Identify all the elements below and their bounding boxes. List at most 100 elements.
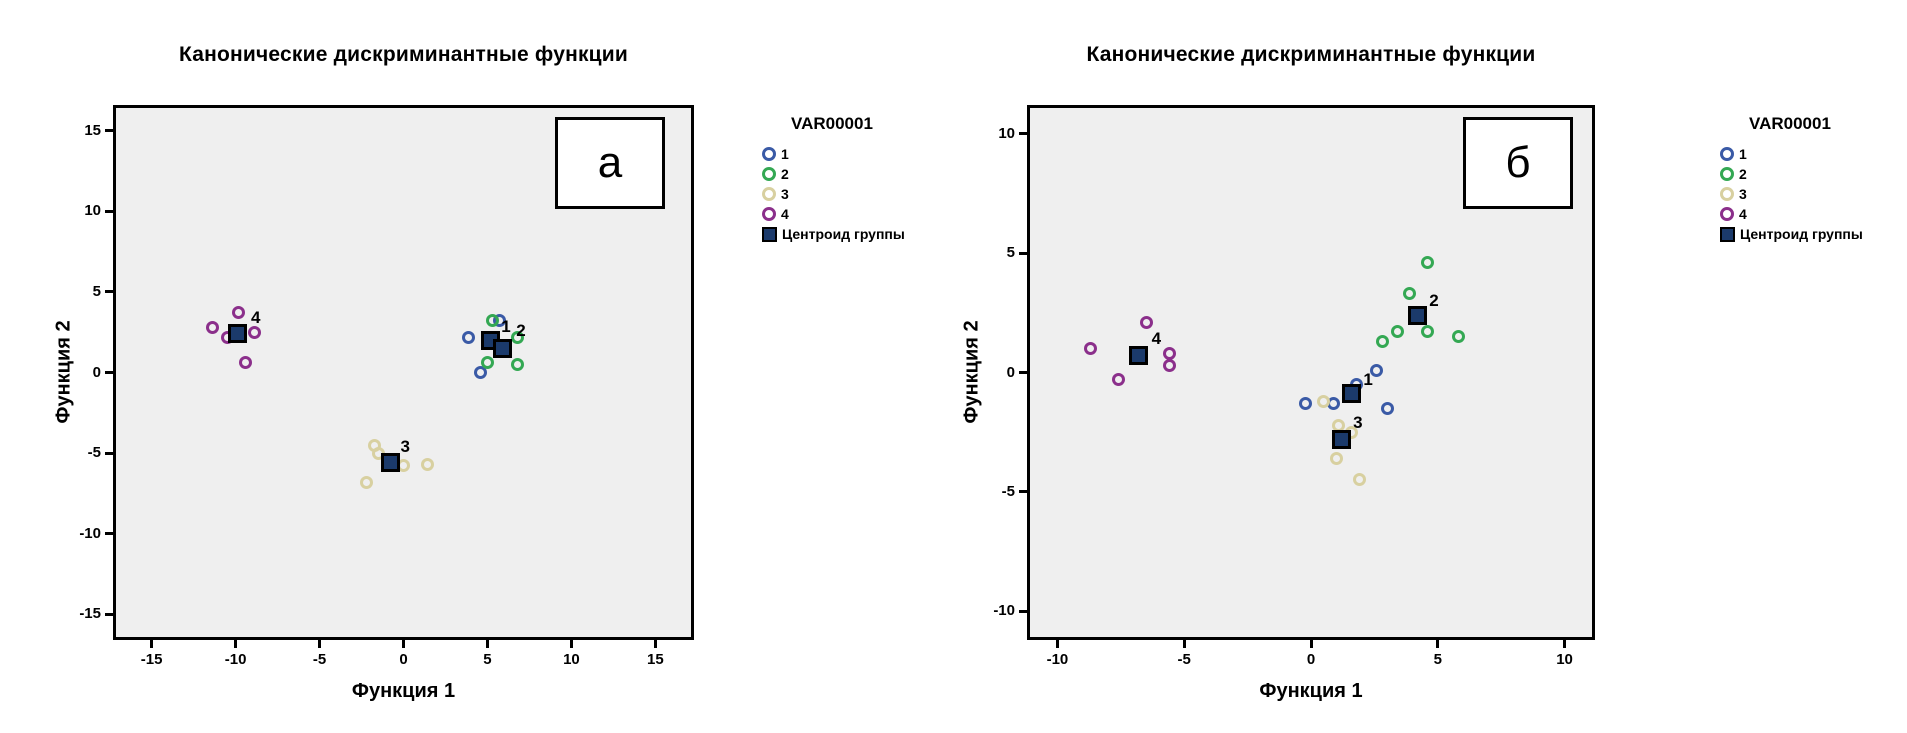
y-tick-mark: [1019, 490, 1027, 494]
legend-item: Центроид группы: [755, 224, 955, 244]
data-point-group-4: [1162, 358, 1176, 372]
3-group-marker-icon: [1720, 187, 1734, 201]
centroid-marker-3: [380, 453, 400, 473]
legend-item-label: 4: [781, 206, 789, 222]
data-point-group-2: [511, 330, 525, 344]
data-point-group-2: [511, 357, 525, 371]
y-tick-label: 5: [1006, 244, 1015, 262]
legend-item-label: 3: [781, 186, 789, 202]
centroid-label-2: 2: [516, 320, 526, 340]
data-point-group-3: [1317, 394, 1331, 408]
legend-item: 1: [755, 144, 955, 164]
3-group-marker-icon: [762, 187, 776, 201]
2-group-marker-icon: [1720, 167, 1734, 181]
x-tick-mark: [1055, 640, 1059, 648]
data-point-group-2: [1390, 325, 1404, 339]
panel-letter-box: б: [1463, 117, 1573, 209]
y-tick-mark: [1019, 371, 1027, 374]
legend-item: 2: [755, 164, 955, 184]
data-point-group-4: [1139, 315, 1153, 329]
chart-title: Канонические дискриминантные функции: [1086, 43, 1536, 67]
y-tick-label: -15: [79, 605, 101, 623]
panel-letter: а: [597, 138, 623, 187]
panel-letter-box: а: [555, 117, 665, 209]
x-tick-mark: [1563, 640, 1567, 648]
x-tick-label: -10: [224, 651, 247, 668]
y-axis-label: Функция 2: [960, 320, 983, 424]
y-axis-label: Функция 2: [52, 320, 75, 424]
data-point-group-2: [1421, 325, 1435, 339]
data-point-group-4: [247, 325, 261, 339]
centroid-marker-icon: [1720, 226, 1735, 242]
centroid-marker-2: [493, 338, 513, 358]
centroid-label-2: 2: [1429, 290, 1439, 310]
legend-item-label: 3: [1739, 186, 1747, 202]
data-point-group-2: [480, 356, 494, 370]
y-tick-mark: [105, 129, 113, 133]
x-tick-label: 10: [563, 651, 580, 668]
legend-item-label: 1: [781, 146, 789, 162]
data-point-group-2: [1375, 334, 1389, 348]
centroid-marker-3: [1331, 429, 1351, 449]
y-tick-label: 15: [84, 121, 101, 139]
x-tick-label: 10: [1556, 651, 1573, 668]
legend-item-label: Центроид группы: [1740, 226, 1863, 242]
y-tick-label: 0: [92, 363, 101, 381]
data-point-group-4: [232, 306, 246, 320]
y-tick-mark: [1019, 132, 1027, 136]
4-group-marker-icon: [762, 207, 776, 221]
data-point-group-1: [462, 330, 476, 344]
centroid-marker-4: [1129, 346, 1149, 366]
centroid-label-1: 1: [501, 317, 511, 337]
1-group-marker-icon: [762, 147, 776, 161]
x-tick-mark: [485, 640, 489, 648]
legend: VAR00001 1 2 3 4 Центроид группы: [755, 106, 955, 244]
centroid-label-3: 3: [400, 436, 410, 456]
y-tick-label: 10: [998, 124, 1015, 142]
x-tick-mark: [150, 640, 154, 648]
x-tick-label: -10: [1046, 651, 1069, 668]
x-axis-label: Функция 1: [1259, 680, 1363, 702]
centroid-label-3: 3: [1353, 412, 1363, 432]
y-tick-mark: [105, 612, 113, 616]
y-tick-label: 10: [84, 202, 101, 220]
legend-item: 3: [755, 184, 955, 204]
x-tick-label: -15: [140, 651, 163, 668]
legend-title: VAR00001: [791, 114, 873, 133]
4-group-marker-icon: [1720, 207, 1734, 221]
data-point-group-2: [1451, 330, 1465, 344]
data-point-group-4: [239, 356, 253, 370]
data-point-group-1: [1380, 401, 1394, 415]
y-tick-label: -10: [993, 602, 1015, 620]
x-tick-label: -5: [312, 651, 327, 668]
legend-items: 1 2 3 4 Центроид группы: [1713, 144, 1907, 244]
y-tick-label: 5: [92, 282, 101, 300]
data-point-group-4: [1083, 342, 1097, 356]
legend-item-label: 4: [1739, 206, 1747, 222]
y-tick-mark: [1019, 251, 1027, 255]
data-point-group-1: [474, 366, 488, 379]
y-tick-mark: [105, 532, 113, 536]
y-tick-mark: [105, 209, 113, 213]
legend-item-label: Центроид группы: [782, 226, 905, 242]
y-tick-mark: [105, 371, 113, 374]
x-tick-mark: [1436, 640, 1440, 648]
legend-item-label: 2: [1739, 166, 1747, 182]
centroid-label-4: 4: [1151, 329, 1162, 349]
y-tick-mark: [105, 451, 113, 455]
x-tick-mark: [318, 640, 322, 648]
x-tick-mark: [653, 640, 657, 648]
panel-letter: б: [1505, 138, 1531, 187]
y-tick-label: 0: [1006, 363, 1015, 381]
legend-item: 3: [1713, 184, 1907, 204]
data-point-group-3: [360, 475, 374, 489]
data-point-group-3: [420, 457, 434, 471]
x-tick-label: -5: [1177, 651, 1191, 668]
x-tick-label: 0: [399, 651, 408, 668]
data-point-group-4: [205, 320, 219, 334]
x-tick-mark: [402, 640, 405, 648]
legend-items: 1 2 3 4 Центроид группы: [755, 144, 955, 244]
data-point-group-1: [1299, 397, 1313, 411]
